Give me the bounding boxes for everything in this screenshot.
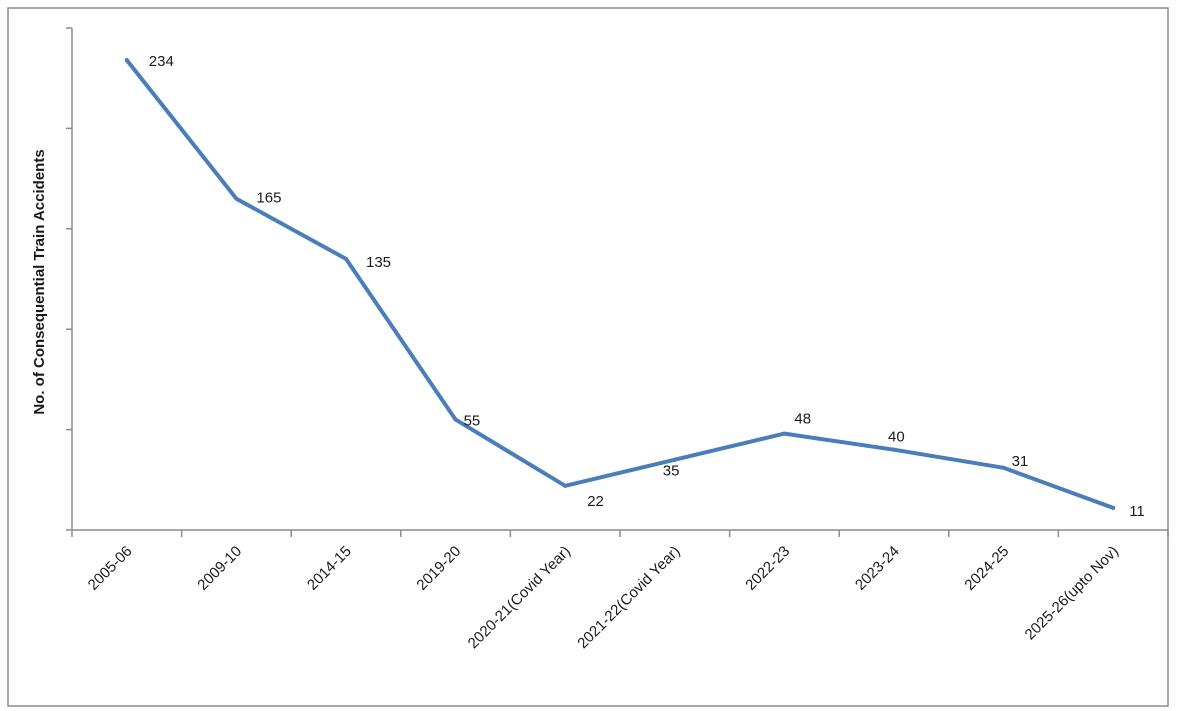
series-line <box>124 58 1116 510</box>
data-point <box>563 483 568 488</box>
data-label: 234 <box>149 53 174 70</box>
data-point <box>672 457 677 462</box>
series <box>124 58 1116 510</box>
data-label: 55 <box>464 413 481 430</box>
data-point <box>124 58 129 63</box>
data-label: 22 <box>587 493 604 510</box>
data-label: 35 <box>663 463 680 480</box>
data-label: 40 <box>888 429 905 446</box>
data-point <box>234 196 239 201</box>
data-labels: 234 165 135 55 22 35 48 40 31 11 <box>149 53 1145 520</box>
data-label: 11 <box>1129 503 1145 520</box>
chart-frame <box>7 7 1169 707</box>
data-point <box>1001 465 1006 470</box>
data-label: 31 <box>1012 453 1029 470</box>
data-point <box>453 417 458 422</box>
data-point <box>892 447 896 452</box>
data-label: 48 <box>794 411 811 428</box>
data-label: 135 <box>366 254 391 271</box>
y-axis-title: No. of Consequential Train Accidents <box>31 149 48 414</box>
y-axis <box>66 27 73 531</box>
data-point <box>1111 505 1116 510</box>
data-point <box>782 431 787 436</box>
data-point <box>344 256 348 261</box>
data-label: 165 <box>256 190 281 207</box>
